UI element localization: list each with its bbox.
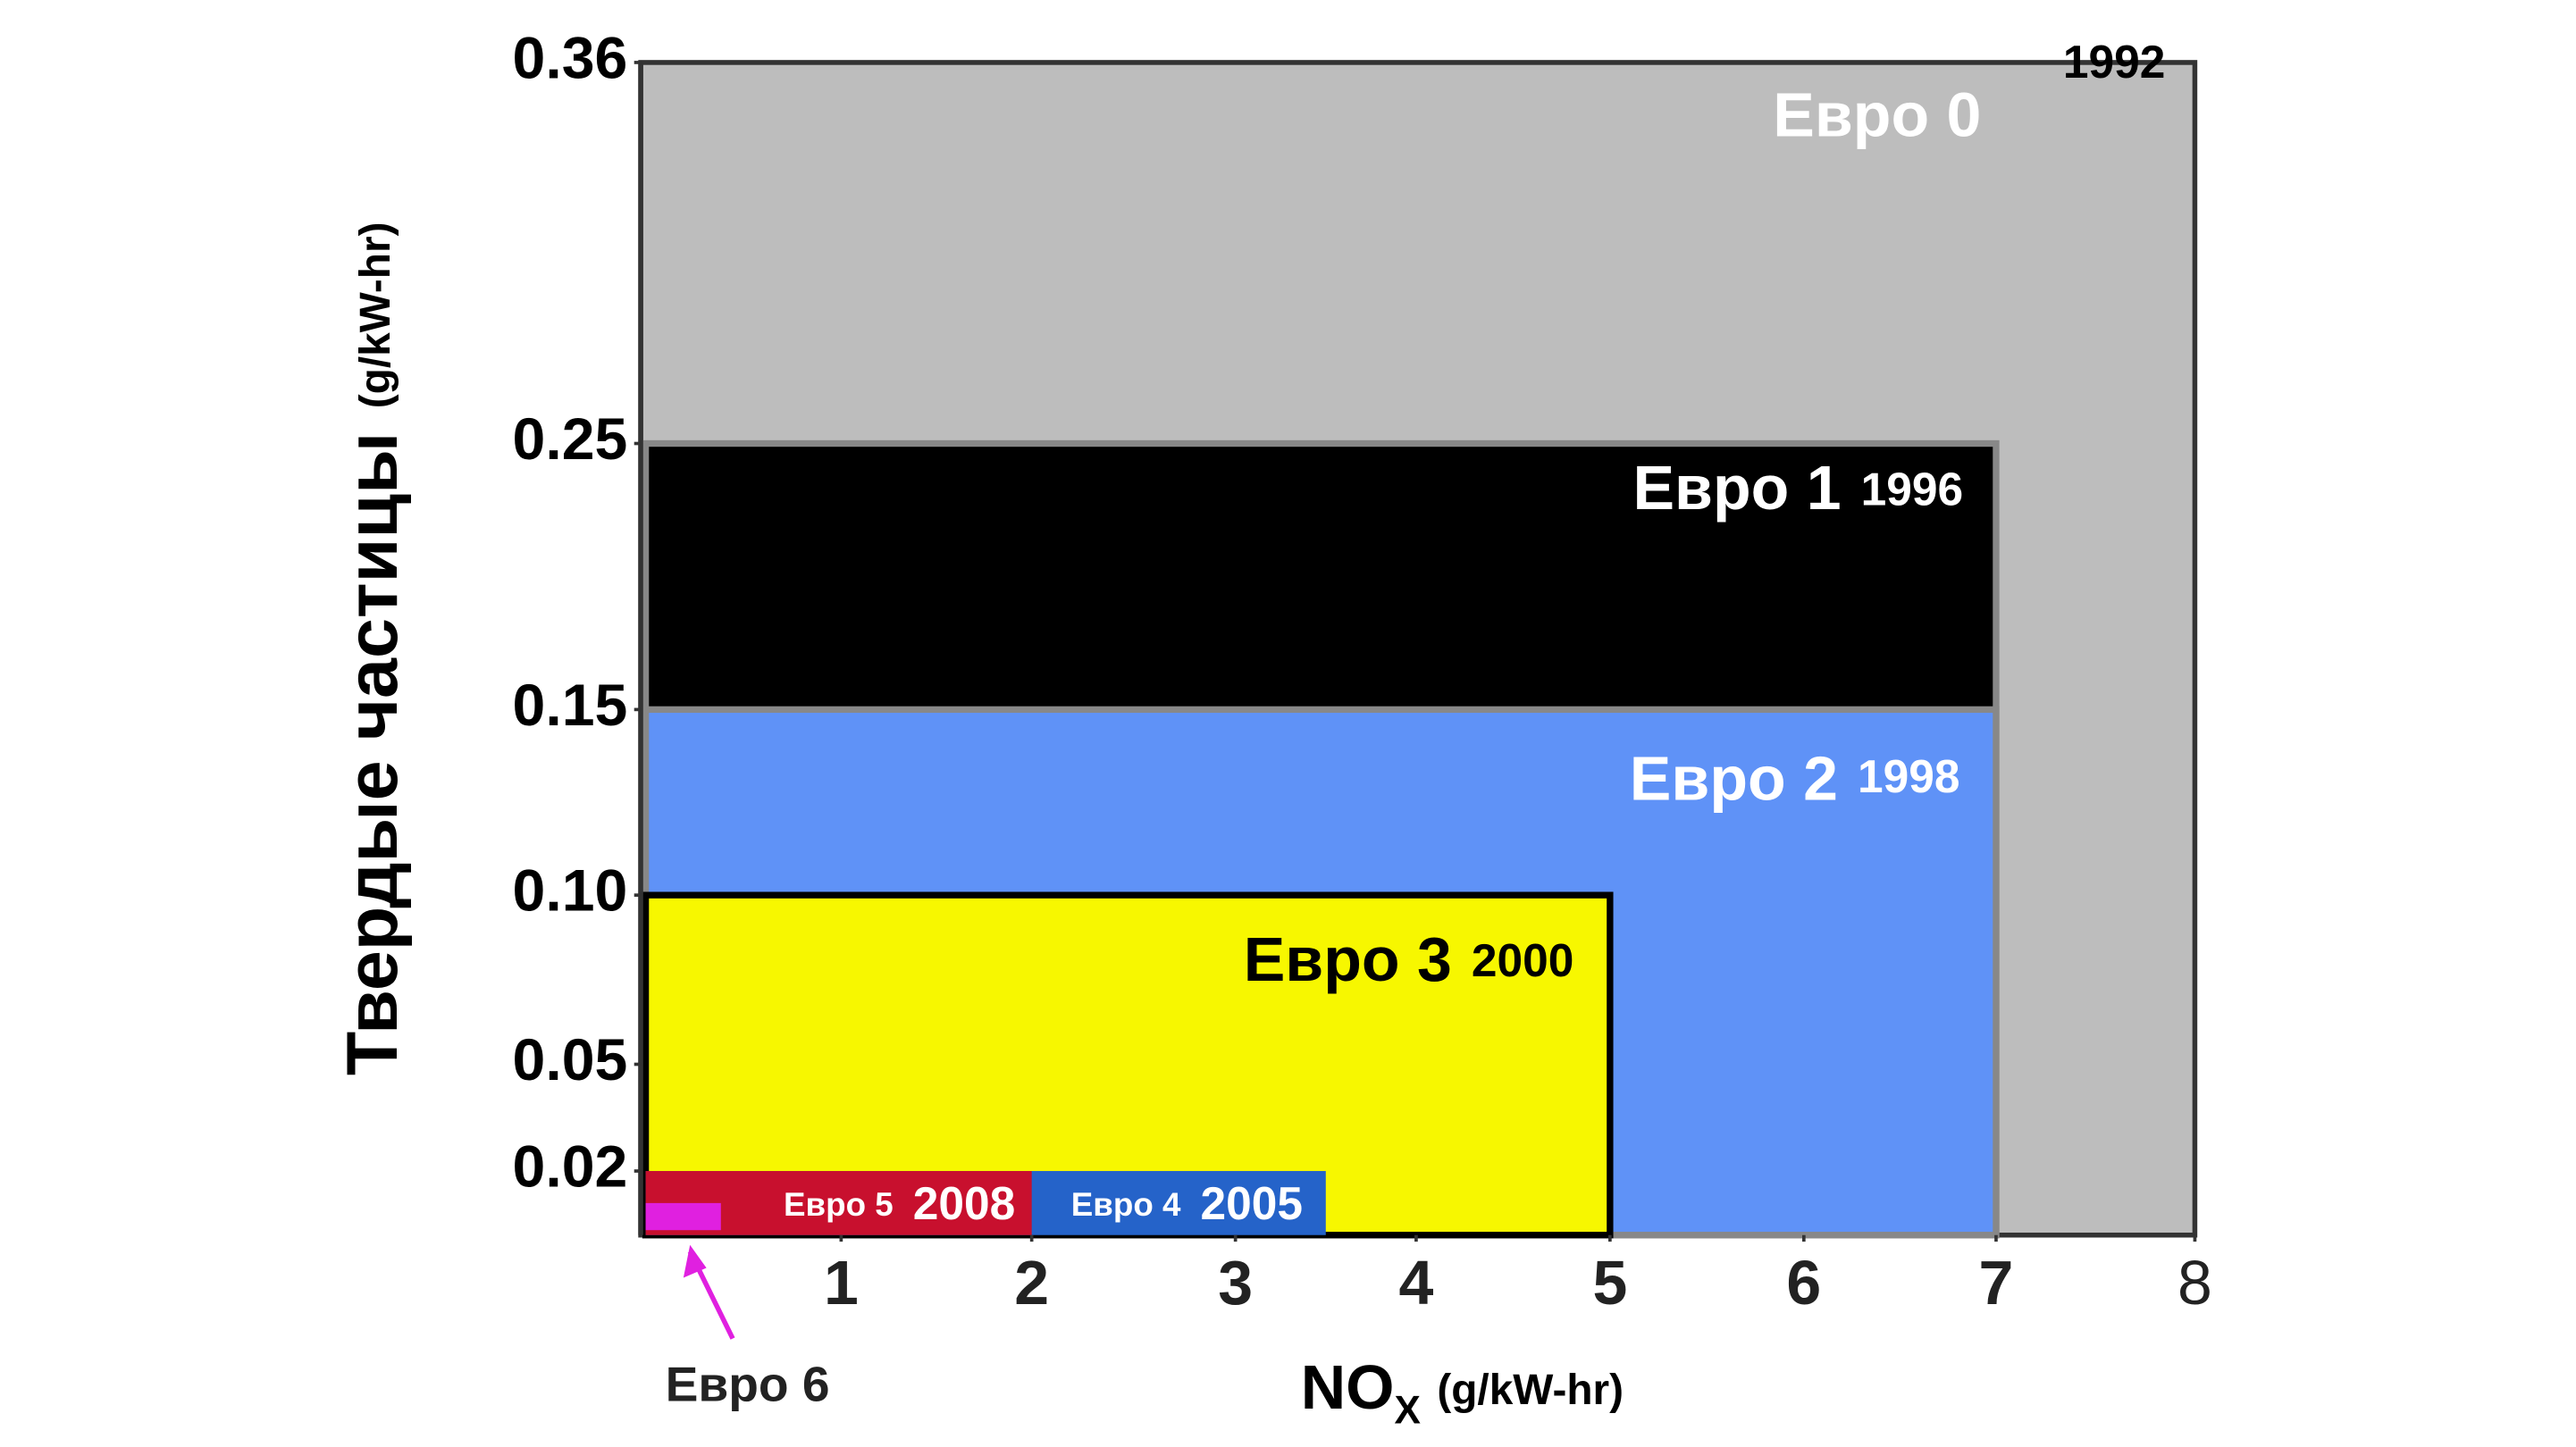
year-label: 2005: [1201, 1177, 1304, 1229]
legend-label: Евро 6: [666, 1356, 830, 1411]
year-label: 2008: [913, 1177, 1016, 1229]
x-tick-label: 3: [1218, 1248, 1253, 1317]
legend-label: Евро 0: [1773, 80, 1981, 150]
euro6-arrowhead: [683, 1244, 707, 1278]
x-label-sub: X: [1395, 1388, 1422, 1432]
year-label: 1998: [1858, 750, 1960, 802]
x-axis-label: NOX (g/kW-hr): [1301, 1353, 1624, 1432]
x-tick-label: 4: [1398, 1248, 1433, 1317]
y-tick-label: 0.02: [513, 1134, 628, 1200]
y-label-unit: (g/kW-hr): [352, 222, 399, 408]
x-tick-label: 6: [1786, 1248, 1821, 1317]
year-label: 2000: [1472, 934, 1574, 986]
x-tick-label: 2: [1014, 1248, 1049, 1317]
year-label: 1996: [1861, 463, 1964, 514]
y-tick-label: 0.25: [513, 406, 628, 473]
y-axis-label: Твердые частицы (g/kW-hr): [332, 222, 413, 1075]
year-label: 1992: [2063, 36, 2166, 88]
x-tick-label: 5: [1592, 1248, 1627, 1317]
legend-label: Евро 3: [1244, 924, 1452, 994]
x-label-unit: (g/kW-hr): [1437, 1367, 1624, 1414]
legend-label: Евро 4: [1071, 1186, 1181, 1223]
y-tick-label: 0.10: [513, 858, 628, 924]
x-tick-label: 7: [1979, 1248, 2014, 1317]
legend-label: Евро 1: [1632, 453, 1841, 523]
x-label-main: NO: [1301, 1353, 1395, 1423]
standard-box: [645, 1202, 721, 1231]
y-tick-label: 0.36: [513, 25, 628, 91]
x-tick-label: 8: [2177, 1248, 2212, 1317]
x-tick-label: 1: [824, 1248, 859, 1317]
legend-label: Евро 5: [784, 1186, 894, 1223]
y-tick-label: 0.15: [513, 673, 628, 739]
legend-label: Евро 2: [1630, 744, 1838, 814]
y-label-main: Твердые частицы: [332, 432, 413, 1075]
y-tick-label: 0.05: [513, 1027, 628, 1093]
